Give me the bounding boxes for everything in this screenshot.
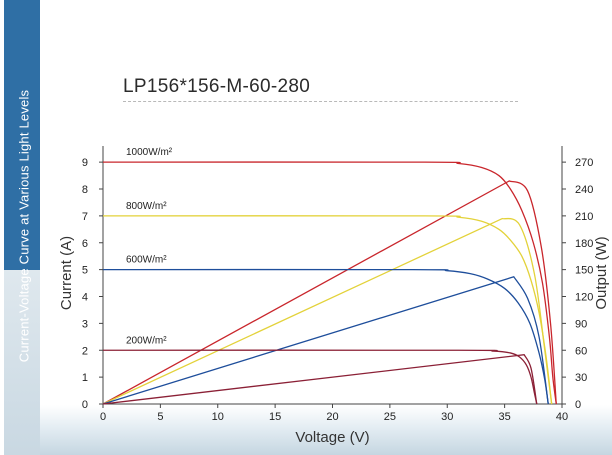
sidebar-band (4, 0, 40, 270)
series-label: 800W/m² (126, 201, 167, 212)
background-landscape (40, 405, 612, 455)
y2-tick-label: 240 (575, 184, 593, 196)
x-tick-label: 10 (212, 411, 224, 423)
y2-tick-label: 0 (575, 399, 581, 411)
y-tick-label: 3 (82, 318, 88, 330)
sidebar: Current-Voltage Curve at Various Light L… (0, 0, 40, 455)
y-axis-title: Current (A) (58, 236, 75, 310)
power-curve-series-1 (102, 180, 557, 405)
power-curve-series-3 (102, 276, 549, 405)
sidebar-lower-band (4, 270, 40, 455)
y-tick-label: 6 (82, 238, 88, 250)
x-tick-label: 0 (100, 411, 106, 423)
x-axis-title: Voltage (V) (295, 429, 369, 446)
y-tick-label: 9 (82, 157, 88, 169)
power-curve-series-4 (102, 354, 538, 405)
series-label: 1000W/m² (126, 147, 173, 158)
y2-tick-label: 30 (575, 372, 587, 384)
y-tick-label: 8 (82, 184, 88, 196)
y-tick-label: 5 (82, 265, 88, 277)
power-curve-series-2 (102, 217, 553, 405)
y-tick-label: 4 (82, 292, 88, 304)
y-tick-label: 1 (82, 372, 88, 384)
y-tick-label: 2 (82, 345, 88, 357)
x-tick-label: 30 (441, 411, 453, 423)
y2-tick-label: 270 (575, 157, 593, 169)
y2-tick-label: 90 (575, 318, 587, 330)
x-tick-label: 35 (499, 411, 511, 423)
series-label: 600W/m² (126, 255, 167, 266)
x-tick-label: 5 (157, 411, 163, 423)
y2-tick-label: 210 (575, 211, 593, 223)
y2-tick-label: 180 (575, 238, 593, 250)
y2-tick-label: 150 (575, 265, 593, 277)
series-label: 200W/m² (126, 335, 167, 346)
x-tick-label: 15 (269, 411, 281, 423)
y2-tick-label: 120 (575, 292, 593, 304)
y2-tick-label: 60 (575, 345, 587, 357)
x-tick-label: 40 (556, 411, 568, 423)
iv-curve-series-2 (102, 215, 553, 405)
iv-curve-series-4 (102, 349, 538, 405)
chart-title: LP156*156-M-60-280 (123, 76, 311, 97)
y-tick-label: 7 (82, 211, 88, 223)
x-tick-label: 20 (326, 411, 338, 423)
iv-curve-series-3 (102, 268, 549, 405)
iv-curve-series-1 (102, 161, 557, 405)
y2-axis-title: Output (W) (593, 236, 610, 309)
title-divider (123, 101, 518, 102)
y-tick-label: 0 (82, 399, 88, 411)
x-tick-label: 25 (384, 411, 396, 423)
